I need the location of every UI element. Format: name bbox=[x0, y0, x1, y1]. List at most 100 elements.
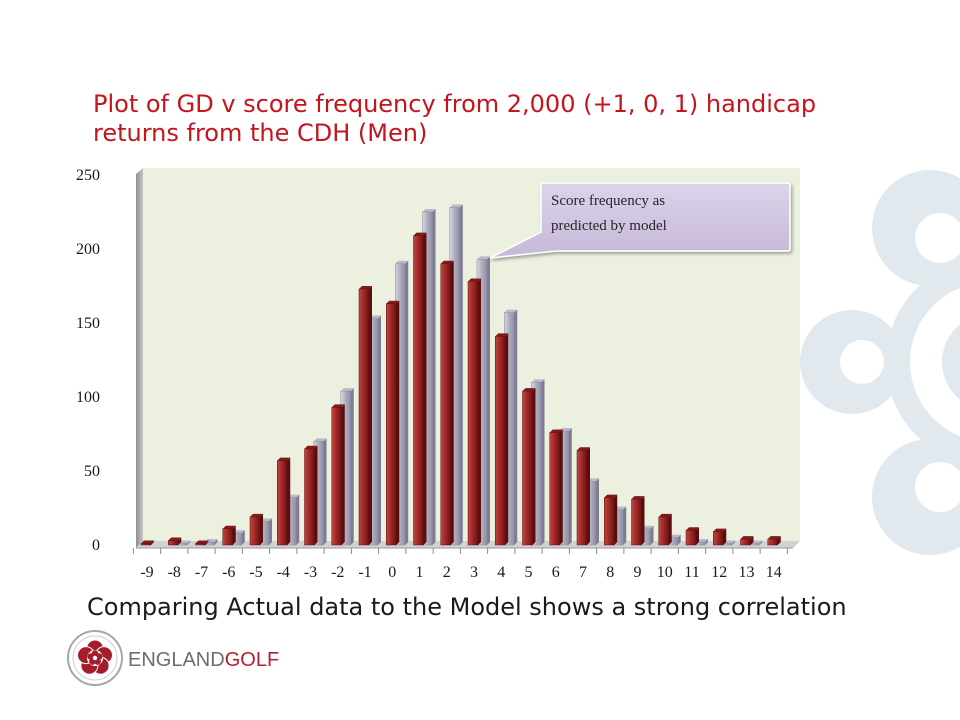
bar-side-face bbox=[396, 300, 400, 545]
watermark-ring bbox=[886, 262, 960, 462]
bar-front-face bbox=[440, 263, 451, 546]
bar-series-2-3 bbox=[476, 256, 490, 546]
bar-series-1-3 bbox=[467, 278, 481, 546]
bar-top-face bbox=[359, 285, 372, 289]
bar-front-face bbox=[713, 531, 724, 546]
bar-series-1-1 bbox=[413, 232, 427, 546]
x-tick-label: 4 bbox=[497, 564, 505, 581]
x-tick-label: 7 bbox=[579, 564, 587, 581]
bar-side-face bbox=[450, 260, 454, 545]
x-tick-label: 6 bbox=[552, 564, 560, 581]
x-axis-ticks bbox=[132, 548, 788, 554]
bar-side-face bbox=[432, 209, 436, 545]
bar-side-face bbox=[541, 379, 545, 545]
x-tick-label: 12 bbox=[711, 564, 727, 581]
bar-side-face bbox=[505, 333, 509, 545]
brand-name-england: ENGLAND bbox=[128, 649, 225, 671]
x-tick-label: -3 bbox=[304, 564, 317, 581]
x-tick-label: -5 bbox=[249, 564, 262, 581]
bar-top-face bbox=[440, 260, 454, 264]
bar-side-face bbox=[668, 513, 672, 545]
brand-logo: ENGLANDGOLF bbox=[66, 629, 306, 687]
bar-series-1-14 bbox=[767, 536, 781, 546]
bar-side-face bbox=[369, 285, 372, 545]
bar-top-face bbox=[686, 527, 699, 531]
bar-front-face bbox=[386, 303, 397, 546]
rose-watermark-icon bbox=[800, 170, 960, 555]
bar-series-1--6 bbox=[222, 525, 236, 546]
bar-series-1-12 bbox=[713, 528, 727, 546]
bar-side-face bbox=[705, 539, 708, 545]
bars bbox=[140, 204, 781, 546]
x-tick-label: -4 bbox=[277, 564, 290, 581]
bar-top-face bbox=[195, 540, 209, 544]
bar-side-face bbox=[478, 278, 481, 545]
y-tick-label: 100 bbox=[76, 389, 100, 406]
bar-top-face bbox=[531, 379, 545, 383]
bar-front-face bbox=[576, 450, 588, 546]
bar-series-2-7 bbox=[585, 478, 599, 546]
bar-side-face bbox=[596, 478, 599, 545]
bar-front-face bbox=[767, 538, 778, 546]
y-tick-label: 150 bbox=[76, 315, 100, 332]
watermark-center bbox=[942, 324, 960, 400]
bar-front-face bbox=[413, 235, 424, 546]
bar-side-face bbox=[423, 232, 427, 545]
bar-top-face bbox=[522, 388, 536, 392]
bar-top-face bbox=[549, 429, 563, 433]
watermark-petal-hole bbox=[915, 462, 960, 512]
bar-series-1--1 bbox=[358, 285, 372, 546]
bar-side-face bbox=[232, 525, 236, 545]
bar-top-face bbox=[740, 536, 754, 540]
bar-top-face bbox=[331, 404, 345, 408]
x-tick-label: 2 bbox=[443, 564, 451, 581]
bar-side-face bbox=[532, 388, 536, 545]
y-tick-label: 200 bbox=[76, 241, 100, 258]
x-tick-label: 1 bbox=[416, 564, 424, 581]
chart-title: Plot of GD v score frequency from 2,000 … bbox=[93, 90, 817, 147]
bar-front-face bbox=[740, 538, 751, 546]
watermark-petal-hole bbox=[915, 213, 960, 263]
bar-side-face bbox=[641, 496, 645, 545]
bar-series-1-9 bbox=[631, 496, 645, 546]
bar-series-1--7 bbox=[195, 540, 209, 546]
bar-side-face bbox=[405, 260, 409, 545]
bar-front-face bbox=[631, 498, 642, 546]
bar-side-face bbox=[759, 540, 763, 545]
bar-top-face bbox=[495, 333, 509, 337]
bar-side-face bbox=[650, 525, 654, 545]
x-tick-label: 11 bbox=[684, 564, 699, 581]
callout-box bbox=[489, 182, 791, 259]
bar-top-face bbox=[141, 540, 154, 544]
bar-series-1-5 bbox=[522, 388, 536, 546]
england-golf-rose-icon bbox=[67, 630, 123, 686]
x-tick-label: 8 bbox=[606, 564, 614, 581]
bar-side-face bbox=[623, 506, 627, 545]
bar-series-1--5 bbox=[249, 513, 263, 546]
bar-front-face bbox=[168, 540, 179, 546]
bar-front-face bbox=[195, 543, 206, 546]
bar-series-1--3 bbox=[304, 445, 318, 546]
bar-front-face bbox=[140, 543, 152, 546]
bar-top-face bbox=[313, 438, 327, 442]
bar-top-face bbox=[577, 447, 590, 451]
bar-top-face bbox=[304, 445, 318, 449]
x-tick-label: 5 bbox=[525, 564, 533, 581]
bar-series-2--4 bbox=[286, 494, 300, 546]
bar-series-1-11 bbox=[685, 527, 699, 546]
bar-series-1-0 bbox=[386, 300, 400, 546]
y-tick-label: 0 bbox=[92, 537, 100, 554]
bar-top-face bbox=[340, 388, 354, 392]
brand-name-golf: GOLF bbox=[224, 649, 280, 671]
bar-side-face bbox=[323, 438, 327, 545]
bar-top-face bbox=[504, 309, 518, 313]
bar-side-face bbox=[341, 404, 345, 545]
bar-side-face bbox=[459, 204, 463, 545]
bar-top-face bbox=[422, 209, 436, 212]
callout-text: Score frequency as predicted by model bbox=[551, 193, 667, 234]
bar-series-2-10 bbox=[667, 534, 681, 546]
bar-front-face bbox=[222, 528, 233, 546]
bar-side-face bbox=[696, 527, 699, 545]
